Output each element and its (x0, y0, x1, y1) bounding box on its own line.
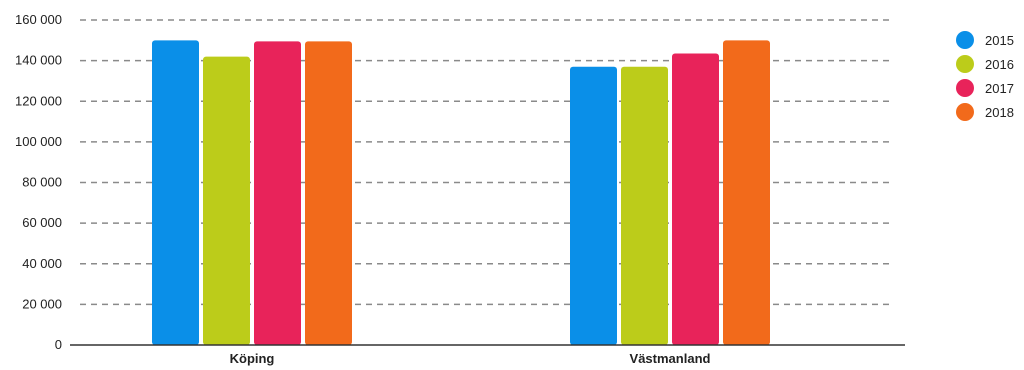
legend-marker-2017 (956, 79, 974, 97)
y-tick-label-120-000: 120 000 (15, 93, 62, 108)
bars-layer (152, 40, 770, 345)
bar-koping-2015 (152, 40, 199, 345)
legend-label-2017: 2017 (985, 81, 1014, 96)
bar-vastmanland-2016 (621, 66, 668, 345)
legend-marker-2015 (956, 31, 974, 49)
bar-koping-2017 (254, 41, 301, 345)
y-tick-label-140-000: 140 000 (15, 53, 62, 68)
legend-item-2016: 2016 (956, 55, 1014, 73)
legend-item-2017: 2017 (956, 79, 1014, 97)
bar-vastmanland-2015 (570, 66, 617, 345)
bar-vastmanland-2017 (672, 53, 719, 345)
legend-label-2016: 2016 (985, 57, 1014, 72)
y-axis-ticks: 0 20 000 40 000 60 000 80 000 100 000 120 000 1… (15, 12, 62, 352)
bar-vastmanland-2018 (723, 40, 770, 345)
legend-marker-2018 (956, 103, 974, 121)
x-axis-labels: Köping Västmanland (230, 351, 711, 366)
legend-marker-2016 (956, 55, 974, 73)
legend: 2015 2016 2017 2018 (956, 31, 1014, 121)
y-tick-label-80-000: 80 000 (22, 175, 62, 190)
y-tick-label-40-000: 40 000 (22, 256, 62, 271)
legend-label-2018: 2018 (985, 105, 1014, 120)
legend-item-2015: 2015 (956, 31, 1014, 49)
legend-item-2018: 2018 (956, 103, 1014, 121)
bar-group-koping (152, 40, 352, 345)
bar-group-vastmanland (570, 40, 770, 345)
x-tick-label-vastmanland: Västmanland (630, 351, 711, 366)
y-tick-label-60-000: 60 000 (22, 215, 62, 230)
y-tick-label-20-000: 20 000 (22, 296, 62, 311)
bar-koping-2018 (305, 41, 352, 345)
bar-koping-2016 (203, 56, 250, 345)
y-tick-label-100-000: 100 000 (15, 134, 62, 149)
x-tick-label-koping: Köping (230, 351, 275, 366)
legend-label-2015: 2015 (985, 33, 1014, 48)
y-tick-label-0: 0 (55, 337, 62, 352)
y-tick-label-160-000: 160 000 (15, 12, 62, 27)
